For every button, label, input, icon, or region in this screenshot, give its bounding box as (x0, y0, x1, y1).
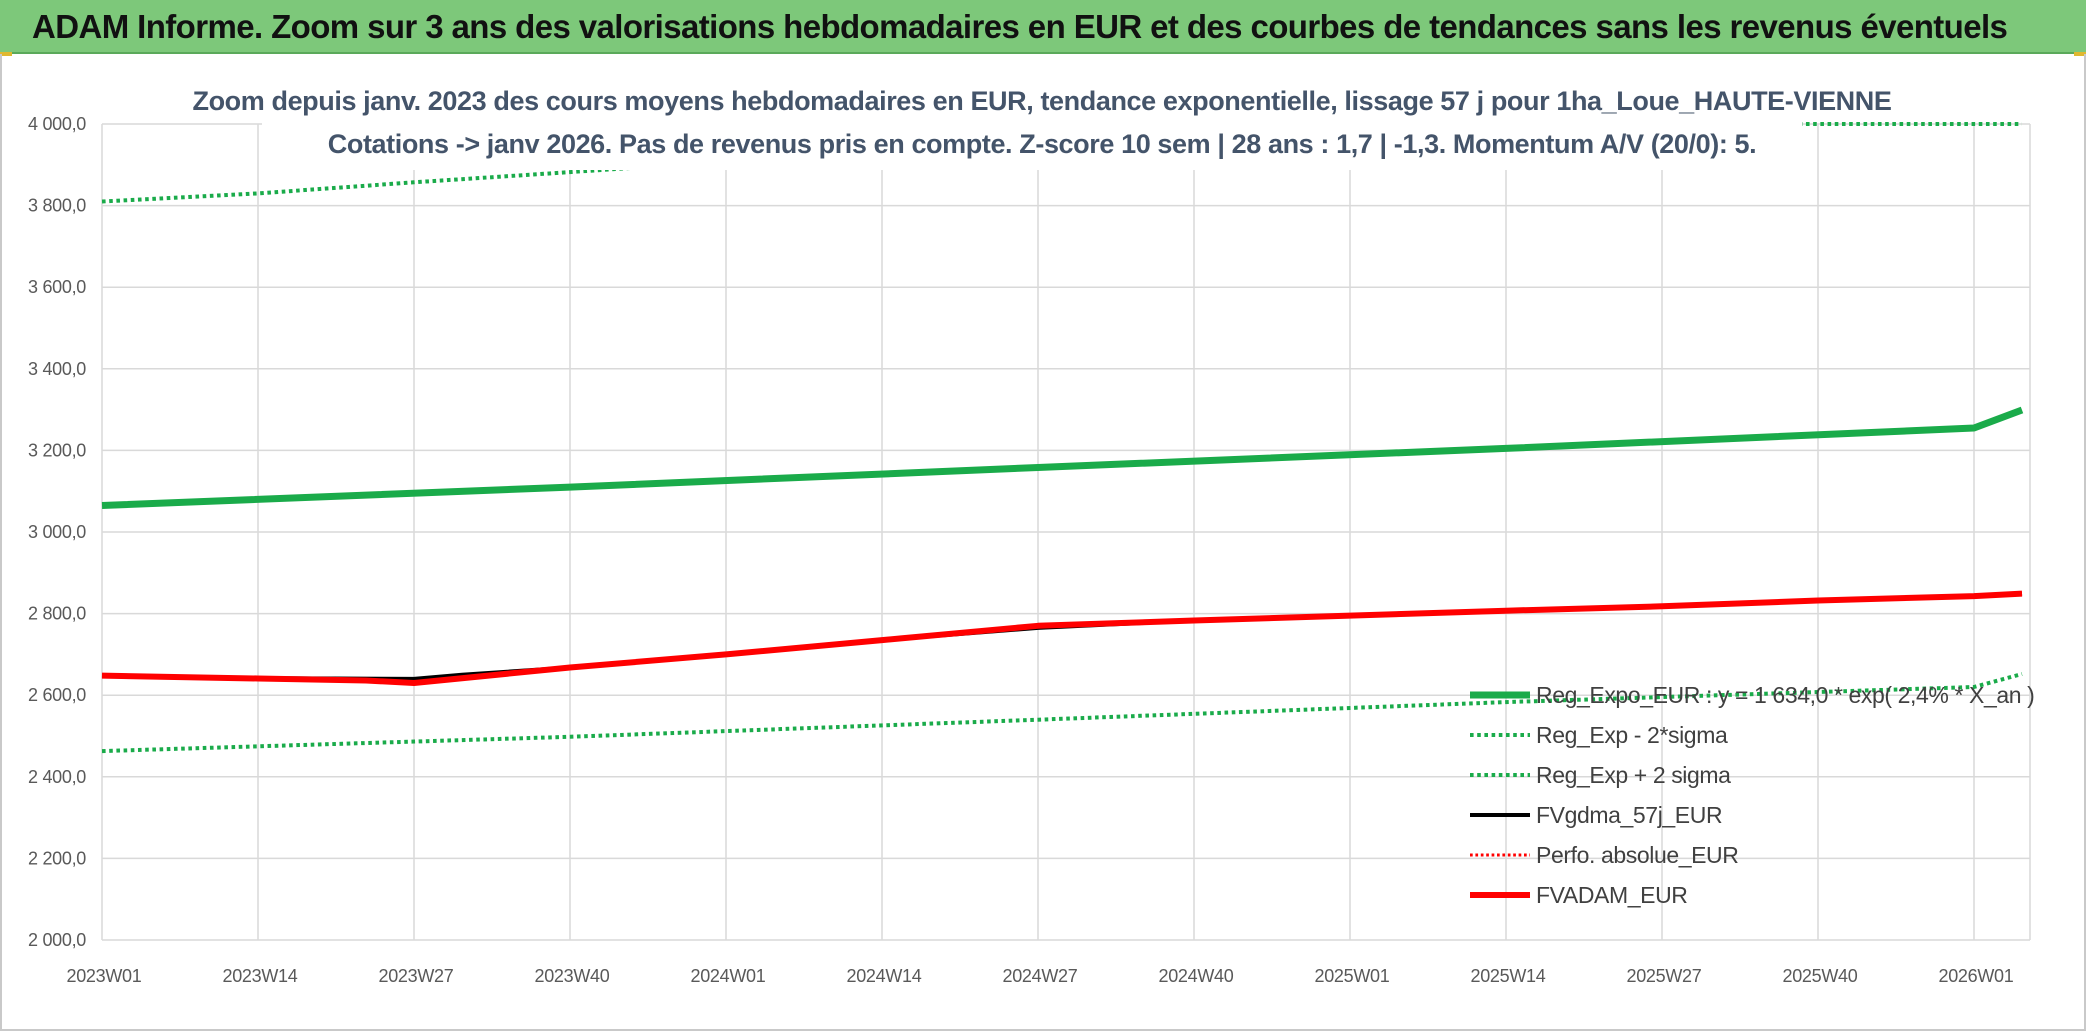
y-tick-label: 2 400,0 (28, 767, 86, 787)
series-lines (101, 122, 2024, 754)
legend-label: Reg_Exp - 2*sigma (1536, 722, 1728, 748)
y-tick-label: 3 800,0 (28, 196, 86, 216)
report-title: ADAM Informe. Zoom sur 3 ans des valoris… (32, 8, 2008, 45)
series-line (101, 592, 2023, 685)
grid (101, 123, 2031, 941)
corner-mark-right (2074, 52, 2086, 56)
x-tick-label: 2025W14 (1471, 966, 1546, 986)
series-line (101, 590, 2023, 686)
x-tick-label: 2024W40 (1159, 966, 1234, 986)
title-backdrop (262, 78, 1802, 170)
y-tick-label: 2 000,0 (28, 930, 86, 950)
y-tick-label: 2 600,0 (28, 685, 86, 705)
chart-title-line2: Cotations -> janv 2026. Pas de revenus p… (328, 129, 1757, 159)
chart-frame (0, 54, 2086, 1031)
y-tick-label: 3 600,0 (28, 277, 86, 297)
x-tick-label: 2025W40 (1783, 966, 1858, 986)
series-line (101, 672, 2023, 754)
x-tick-label: 2023W40 (535, 966, 610, 986)
x-tick-label: 2024W14 (847, 966, 922, 986)
y-tick-label: 3 400,0 (28, 359, 86, 379)
y-tick-label: 3 200,0 (28, 440, 86, 460)
report-banner: ADAM Informe. Zoom sur 3 ans des valoris… (0, 0, 2086, 54)
x-tick-label: 2024W01 (691, 966, 766, 986)
x-axis-ticks: 2023W01 2023W14 2023W27 2023W40 2024W01 2024W… (67, 966, 2015, 986)
x-tick-label: 2024W27 (1003, 966, 1078, 986)
y-tick-label: 4 000,0 (28, 114, 86, 134)
x-tick-label: 2025W01 (1315, 966, 1390, 986)
legend-label: Perfo. absolue_EUR (1536, 842, 1738, 868)
chart-title-line1: Zoom depuis janv. 2023 des cours moyens … (192, 86, 1891, 116)
legend: Reg_Expo_EUR : y = 1 634,0 * exp( 2,4% *… (1470, 682, 2035, 908)
legend-label: Reg_Exp + 2 sigma (1536, 762, 1731, 788)
legend-label: FVgdma_57j_EUR (1536, 802, 1722, 828)
y-tick-label: 2 800,0 (28, 604, 86, 624)
x-tick-label: 2023W27 (379, 966, 454, 986)
series-line (101, 406, 2024, 509)
corner-mark-left (0, 52, 12, 56)
y-tick-label: 2 200,0 (28, 848, 86, 868)
legend-label: FVADAM_EUR (1536, 882, 1688, 908)
x-tick-label: 2025W27 (1627, 966, 1702, 986)
x-tick-label: 2026W01 (1939, 966, 2014, 986)
legend-label: Reg_Expo_EUR : y = 1 634,0 * exp( 2,4% *… (1536, 682, 2034, 708)
y-axis-ticks: 2 000,0 2 200,0 2 400,0 2 600,0 2 800,0 3 000… (28, 114, 87, 950)
x-tick-label: 2023W14 (223, 966, 298, 986)
y-tick-label: 3 000,0 (28, 522, 86, 542)
x-tick-label: 2023W01 (67, 966, 142, 986)
